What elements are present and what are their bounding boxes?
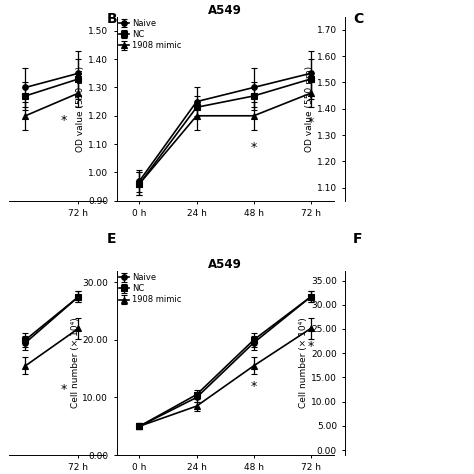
Y-axis label: Cell number (× 10⁴): Cell number (× 10⁴) [299,318,308,408]
Y-axis label: Cell number (× 10⁴): Cell number (× 10⁴) [71,318,80,408]
Text: *: * [61,383,67,396]
Text: *: * [61,114,67,128]
Text: *: * [251,380,257,393]
Title: A549: A549 [208,258,242,271]
Y-axis label: OD value (550 nm): OD value (550 nm) [76,65,85,152]
Text: F: F [353,232,363,246]
Text: E: E [107,232,116,246]
Title: A549: A549 [208,4,242,17]
Text: *: * [308,116,314,129]
Text: B: B [107,12,117,26]
Text: *: * [308,340,314,353]
Text: *: * [251,141,257,155]
Y-axis label: OD value (550 nm): OD value (550 nm) [305,65,314,152]
Text: C: C [353,12,364,26]
Legend: Naive, NC, 1908 mimic: Naive, NC, 1908 mimic [119,273,182,304]
Legend: Naive, NC, 1908 mimic: Naive, NC, 1908 mimic [119,19,182,50]
